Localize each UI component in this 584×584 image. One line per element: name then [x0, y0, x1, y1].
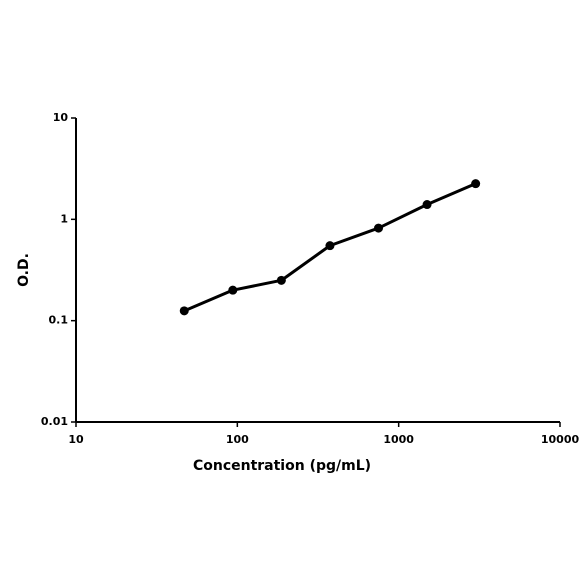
x-tick-label: 1000 [383, 433, 414, 446]
data-point [179, 306, 189, 316]
data-point [471, 179, 481, 189]
x-tick-label: 10000 [541, 433, 580, 446]
data-point [228, 285, 238, 295]
y-axis-label: O.D. [16, 253, 32, 287]
data-point [276, 275, 286, 285]
y-tick-label: 1 [60, 212, 68, 225]
x-axis-label: Concentration (pg/mL) [193, 458, 371, 474]
data-point [422, 200, 432, 210]
data-point [374, 223, 384, 233]
y-tick-label: 10 [53, 111, 69, 124]
y-tick-label: 0.01 [41, 415, 68, 428]
x-tick-label: 100 [226, 433, 249, 446]
y-tick-label: 0.1 [49, 314, 69, 327]
data-point [325, 241, 335, 251]
x-tick-label: 10 [68, 433, 84, 446]
